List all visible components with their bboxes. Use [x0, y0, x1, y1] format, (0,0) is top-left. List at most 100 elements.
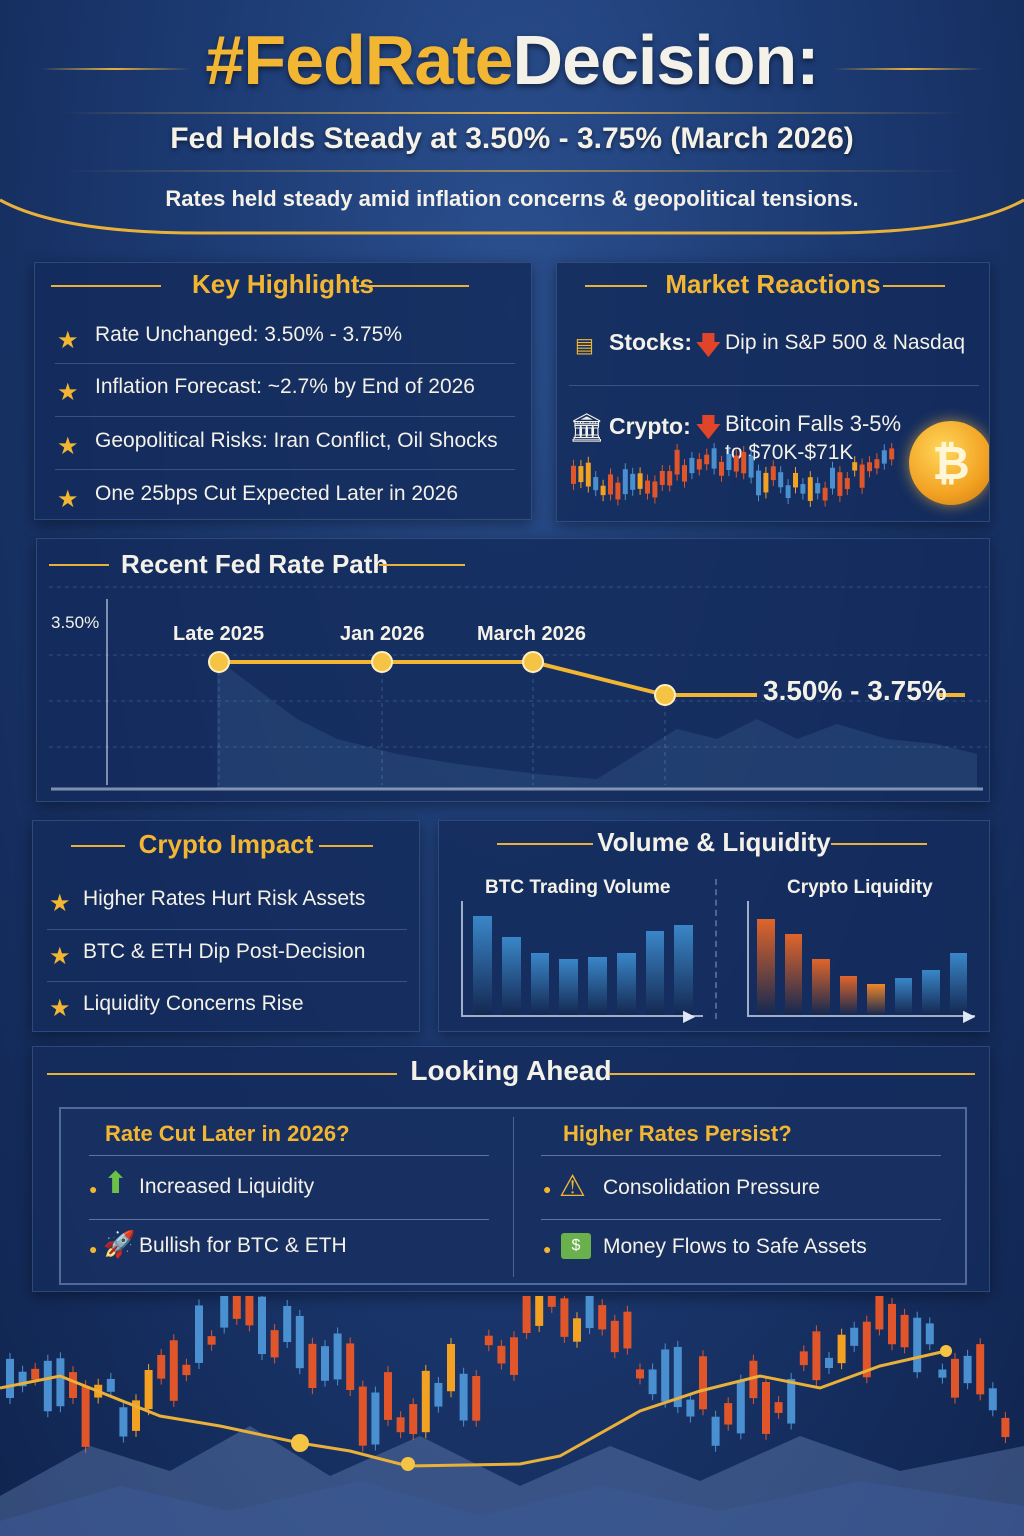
liquidity-bar	[784, 934, 802, 1015]
volume-liquidity-title: Volume & Liquidity	[597, 827, 831, 857]
highlight-item: Inflation Forecast: ~2.7% by End of 2026	[95, 375, 475, 398]
rate-path-chart	[49, 586, 987, 791]
panel-rule	[51, 285, 161, 287]
divider	[541, 1219, 941, 1220]
divider	[541, 1155, 941, 1156]
panel-rule	[49, 564, 109, 566]
btc-volume-bar	[645, 931, 665, 1015]
bullet-icon: ●	[89, 1181, 98, 1197]
liquidity-bar	[949, 953, 967, 1015]
rate-point-label: March 2026	[477, 623, 586, 645]
y-axis-label: 3.50%	[51, 613, 100, 632]
panel-rule	[831, 843, 927, 845]
divider	[55, 416, 515, 417]
liquidity-bar	[812, 959, 830, 1015]
crypto-liquidity-chart	[747, 901, 975, 1017]
star-icon: ★	[57, 379, 79, 406]
chart-board-icon: ▤	[575, 335, 594, 357]
panel-rule	[609, 1073, 975, 1075]
page-title: #FedRateDecision:	[0, 20, 1024, 100]
liquidity-bar	[922, 970, 940, 1015]
btc-volume-label: BTC Trading Volume	[485, 877, 671, 898]
page-tagline: Rates held steady amid inflation concern…	[165, 186, 859, 211]
down-arrow-icon: 🡇	[695, 412, 722, 442]
bitcoin-icon: ₿	[909, 421, 989, 505]
highlight-item: Rate Unchanged: 3.50% - 3.75%	[95, 323, 403, 346]
volume-liquidity-panel: Volume & Liquidity BTC Trading Volume Cr…	[438, 820, 990, 1032]
looking-ahead-panel: Looking Ahead Rate Cut Later in 2026? ● …	[32, 1046, 990, 1292]
liquidity-bar	[867, 983, 885, 1015]
divider	[47, 929, 407, 930]
stocks-label: Stocks:	[609, 329, 693, 355]
warning-icon: ⚠	[559, 1170, 586, 1203]
btc-volume-bar	[588, 956, 607, 1015]
highlight-item: Geopolitical Risks: Iran Conflict, Oil S…	[95, 429, 498, 452]
title-rule-right	[834, 68, 984, 70]
scenario-item: Bullish for BTC & ETH	[139, 1234, 347, 1257]
panel-rule	[883, 285, 945, 287]
market-candles-backdrop	[0, 1296, 1024, 1536]
crypto-line-1: Bitcoin Falls 3-5%	[725, 411, 902, 436]
subtitle-rule-bottom	[60, 170, 964, 172]
market-reactions-panel: Market Reactions ▤ Stocks: 🡇 Dip in S&P …	[556, 262, 990, 522]
divider	[513, 1117, 514, 1277]
rate-cut-scenario-title: Rate Cut Later in 2026?	[105, 1121, 350, 1146]
btc-volume-bar	[616, 953, 636, 1015]
subtitle-rule-top	[60, 112, 964, 114]
money-safe-icon: $	[561, 1233, 591, 1259]
rate-point-label: Late 2025	[173, 623, 265, 645]
arrow-right-icon: ▶	[963, 1008, 976, 1025]
panel-rule	[359, 285, 469, 287]
bullet-icon: ●	[89, 1241, 98, 1257]
rate-point-label: Jan 2026	[340, 623, 425, 645]
header-swoosh	[0, 198, 1024, 235]
arrow-right-icon: ▶	[683, 1008, 696, 1025]
scenario-item: Increased Liquidity	[139, 1175, 315, 1198]
title-hashtag: #FedRate	[205, 21, 513, 99]
divider	[715, 879, 717, 1019]
highlight-item: One 25bps Cut Expected Later in 2026	[95, 482, 459, 505]
scenarios-box: Rate Cut Later in 2026? ● ⬆ Increased Li…	[59, 1107, 967, 1285]
star-icon: ★	[49, 943, 71, 970]
crypto-impact-item: Liquidity Concerns Rise	[83, 992, 304, 1015]
btc-volume-bar	[473, 916, 492, 1015]
btc-volume-bar	[530, 953, 550, 1015]
stocks-text: Dip in S&P 500 & Nasdaq	[725, 331, 966, 354]
divider	[55, 469, 515, 470]
divider	[55, 363, 515, 364]
down-arrow-icon: 🡇	[695, 330, 722, 360]
rate-path-title: Recent Fed Rate Path	[121, 549, 389, 579]
bullet-icon: ●	[543, 1181, 552, 1197]
crypto-label: Crypto:	[609, 413, 691, 439]
crypto-impact-item: BTC & ETH Dip Post-Decision	[83, 940, 366, 963]
divider	[47, 981, 407, 982]
liquidity-bar	[757, 918, 775, 1015]
star-icon: ★	[57, 327, 79, 354]
title-decision: Decision:	[512, 21, 820, 99]
key-highlights-panel: Key Highlights ★ Rate Unchanged: 3.50% -…	[34, 262, 532, 520]
up-arrow-icon: ⬆	[103, 1167, 129, 1200]
title-rule-left	[40, 68, 190, 70]
looking-ahead-title: Looking Ahead	[410, 1055, 612, 1086]
key-highlights-title: Key Highlights	[191, 269, 374, 299]
crypto-line-2: to $70K-$71K	[725, 441, 854, 464]
star-icon: ★	[49, 890, 71, 917]
star-icon: ★	[49, 995, 71, 1022]
divider	[89, 1155, 489, 1156]
crypto-candles	[571, 443, 895, 507]
panel-rule	[71, 845, 125, 847]
btc-volume-bar	[559, 959, 578, 1015]
btc-volume-chart	[461, 901, 703, 1017]
panel-rule	[585, 285, 647, 287]
star-icon: ★	[57, 433, 79, 460]
btc-volume-bar	[501, 936, 521, 1015]
panel-rule	[319, 845, 373, 847]
star-icon: ★	[57, 486, 79, 513]
panel-rule	[47, 1073, 397, 1075]
bullet-icon: ●	[543, 1241, 552, 1257]
rate-path-panel: Recent Fed Rate Path 3.50% Late 2025 Jan…	[36, 538, 990, 802]
scenario-item: Money Flows to Safe Assets	[603, 1235, 867, 1258]
current-rate-label: 3.50% - 3.75%	[763, 675, 947, 706]
crypto-liquidity-label: Crypto Liquidity	[787, 877, 933, 898]
higher-rates-scenario-title: Higher Rates Persist?	[563, 1121, 792, 1146]
